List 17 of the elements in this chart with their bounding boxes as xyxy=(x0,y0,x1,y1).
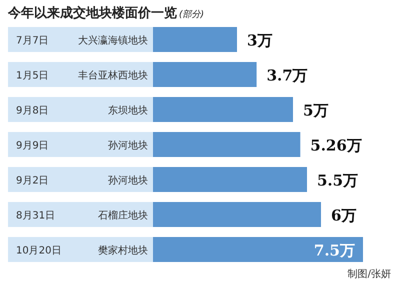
data-label: 3.7万 xyxy=(266,66,308,84)
data-label: 6万 xyxy=(331,206,356,224)
category-label: 8月31日 石榴庄地块 xyxy=(16,210,148,222)
data-label: 5.26万 xyxy=(310,136,362,154)
data-label: 7.5万 xyxy=(314,242,355,260)
category-label: 1月5日 丰台亚林西地块 xyxy=(16,70,148,82)
category-label: 9月2日 孙河地块 xyxy=(16,176,148,186)
category-label: 10月20日 樊家村地块 xyxy=(16,246,148,256)
category-label: 9月8日 东坝地块 xyxy=(16,106,148,116)
category-label: 9月9日 孙河地块 xyxy=(16,140,148,152)
data-label: 3万 xyxy=(247,32,272,50)
text: 制图/张妍 xyxy=(348,268,391,280)
data-label: 5万 xyxy=(303,102,328,120)
chart-title: 今年以来成交地块楼面价一览 xyxy=(7,5,177,21)
chart-subtitle: (部分) xyxy=(179,9,204,20)
category-label: 7月7日 大兴瀛海镇地块 xyxy=(16,36,148,46)
data-label: 5.5万 xyxy=(317,172,358,190)
